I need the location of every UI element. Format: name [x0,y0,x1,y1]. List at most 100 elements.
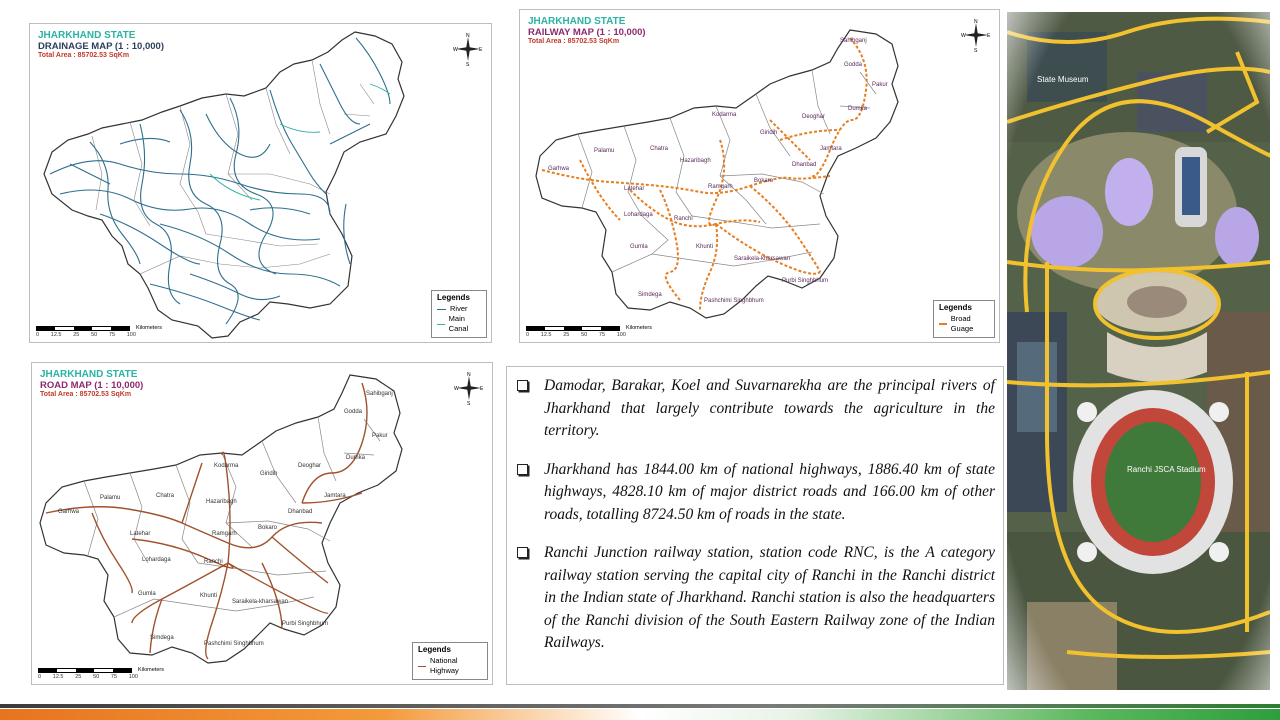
drainage-canals [209,83,391,201]
district-label: Lohardaga [142,557,171,563]
svg-text:N: N [974,19,978,25]
district-label: Pashchimi Singhbhum [704,298,764,304]
road-state-outline [39,374,403,664]
road-district-labels: Sahibganj Godda Pakur Dumka Deoghar Koda… [58,391,393,647]
drainage-map-graphic [43,31,405,339]
footer-tricolor-band [0,704,1280,720]
drainage-legend: Legends River Main Canal [431,290,487,338]
district-label: Godda [344,409,363,415]
drainage-legend-title: Legends [437,293,470,302]
district-label: Ramgarh [708,184,733,190]
railway-map-graphic: Sahibganj Godda Pakur Dumka Deoghar Koda… [535,29,899,319]
district-label: Khunti [200,593,217,599]
drainage-district-boundaries [91,59,375,275]
photo-label-state-museum: State Museum [1037,75,1089,84]
checkbox-bullet-icon [517,463,528,475]
district-label: Saraikela-kharsawan [232,599,288,605]
road-map-graphic: Sahibganj Godda Pakur Dumka Deoghar Koda… [39,374,403,664]
district-label: Gumla [138,591,156,597]
bullet-text: Ranchi Junction railway station, station… [544,544,995,651]
district-label: Pashchimi Singhbhum [204,641,264,647]
district-label: Latehar [624,186,644,192]
bullet-item: Damodar, Barakar, Koel and Suvarnarekha … [517,375,995,443]
legend-item-national-highway: National Highway [418,656,482,676]
road-scale-unit: Kilometers [138,667,164,673]
district-label: Lohardaga [624,212,653,218]
drainage-total-area: Total Area : 85702.53 SqKm [38,52,130,60]
svg-text:N: N [466,33,470,39]
drainage-scale-bar: 0 12.5 25 50 75 100 [36,326,136,338]
district-label: Hazaribagh [206,499,237,505]
district-label: Chatra [156,493,175,499]
drainage-map-title-block: JHARKHAND STATE DRAINAGE MAP (1 : 10,000… [38,30,164,60]
photo-label-stadium: Ranchi JSCA Stadium [1127,465,1206,474]
bullet-item: Jharkhand has 1844.00 km of national hig… [517,459,995,527]
svg-text:E: E [479,47,483,53]
district-label: Garhwa [548,166,570,172]
road-map-name: ROAD MAP (1 : 10,000) [40,379,144,391]
district-label: Chatra [650,146,669,152]
district-label: Saraikela-kharsawan [734,256,790,262]
drainage-scale-unit: Kilometers [136,325,162,331]
checkbox-bullet-icon [517,380,528,391]
svg-text:S: S [466,62,470,66]
satellite-photo: State Museum Ranchi JSCA Stadium [1007,12,1270,690]
railway-scale-unit: Kilometers [626,325,652,331]
svg-text:W: W [961,33,966,39]
drainage-map-panel: JHARKHAND STATE DRAINAGE MAP (1 : 10,000… [29,23,492,343]
railway-scale-bar: 0 12.5 25 50 75 100 [526,326,626,338]
district-label: Dumka [346,455,366,461]
district-label: Gumla [630,244,648,250]
district-label: Sahibganj [366,391,393,397]
district-label: Palamu [594,148,614,154]
svg-text:E: E [480,386,484,392]
district-label: Giridih [260,471,277,477]
legend-item-main-canal: Main Canal [437,314,481,334]
svg-text:E: E [987,33,991,39]
info-text-panel: Damodar, Barakar, Koel and Suvarnarekha … [506,366,1004,685]
drainage-rivers [49,37,391,325]
railway-map-name: RAILWAY MAP (1 : 10,000) [528,26,646,38]
district-label: Bokaro [754,178,774,184]
district-label: Jamtara [820,146,842,152]
drainage-state-title: JHARKHAND STATE [38,30,136,41]
district-label: Kodarma [214,463,239,469]
road-map-title-block: JHARKHAND STATE ROAD MAP (1 : 10,000) To… [40,369,143,399]
bullet-item: Ranchi Junction railway station, station… [517,542,995,655]
district-label: Deoghar [802,114,825,120]
bullet-text: Damodar, Barakar, Koel and Suvarnarekha … [544,377,995,439]
district-label: Ranchi [204,559,223,565]
satellite-photo-graphic: State Museum Ranchi JSCA Stadium [1007,12,1270,690]
railway-map-panel: Sahibganj Godda Pakur Dumka Deoghar Koda… [519,9,1000,343]
compass-rose-icon: N S W E [453,33,483,66]
railway-state-outline [535,29,899,319]
railway-district-labels: Sahibganj Godda Pakur Dumka Deoghar Koda… [548,38,888,304]
district-label: Pakur [872,82,888,88]
legend-item-river: River [437,304,481,314]
district-label: Sahibganj [840,38,867,44]
district-label: Bokaro [258,525,278,531]
district-label: Godda [844,62,863,68]
bullet-text: Jharkhand has 1844.00 km of national hig… [544,460,995,523]
railway-district-boundaries [577,69,877,273]
road-national-highways [45,382,368,660]
svg-text:N: N [467,372,471,378]
svg-text:S: S [467,401,471,405]
district-label: Garhwa [58,509,80,515]
compass-rose-icon: N S W E [961,19,991,52]
district-label: Ranchi [674,216,693,222]
footer-gray-stripe [0,704,1280,708]
road-map-panel: Sahibganj Godda Pakur Dumka Deoghar Koda… [31,362,493,685]
district-label: Deoghar [298,463,321,469]
railway-total-area: Total Area : 85702.53 SqKm [528,38,620,46]
svg-text:W: W [453,47,458,53]
road-total-area: Total Area : 85702.53 SqKm [40,391,132,399]
road-state-title: JHARKHAND STATE [40,369,138,380]
district-label: Simdega [638,292,662,298]
railway-map-title-block: JHARKHAND STATE RAILWAY MAP (1 : 10,000)… [528,16,646,46]
district-label: Hazaribagh [680,158,711,164]
svg-text:W: W [454,386,459,392]
district-label: Dumka [848,106,868,112]
district-label: Purbi Singhbhum [282,621,328,627]
district-label: Khunti [696,244,713,250]
